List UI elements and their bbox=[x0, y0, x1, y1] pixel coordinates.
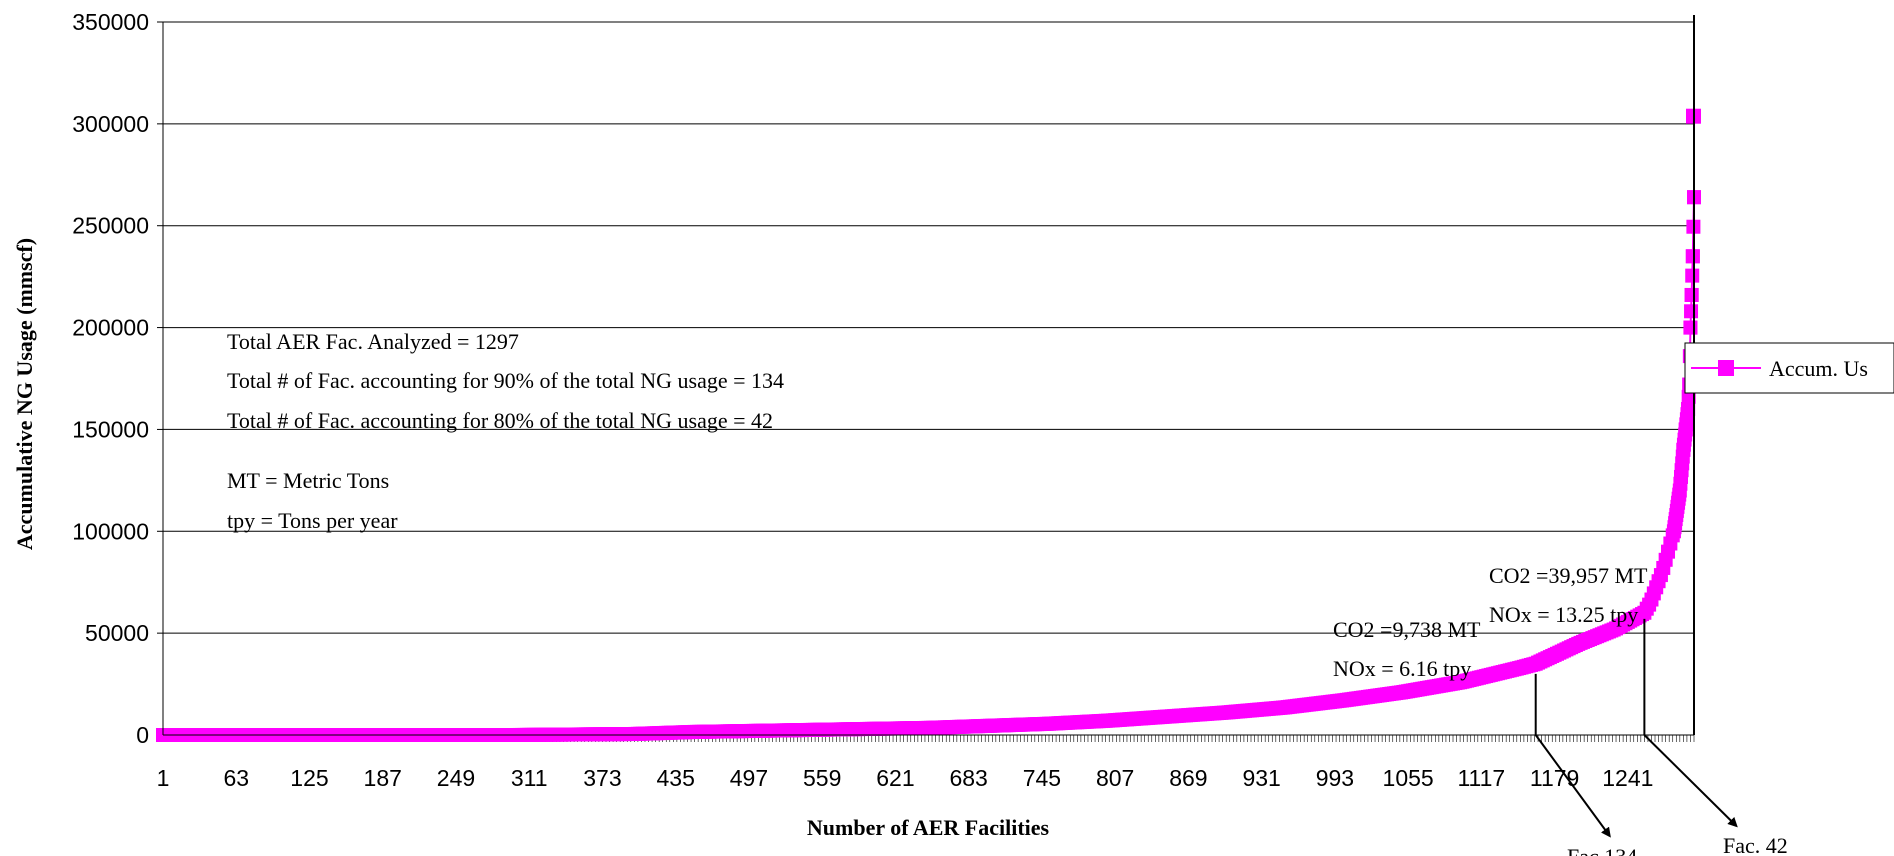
x-tick-label: 497 bbox=[730, 765, 768, 791]
y-tick-label: 0 bbox=[136, 722, 149, 748]
x-axis-ticks: 1 63 125 187 249 311 373 435 497 559 621 683 745 807 8… bbox=[157, 735, 1695, 791]
x-tick-label: 683 bbox=[949, 765, 987, 791]
x-tick-label: 1241 bbox=[1602, 765, 1653, 791]
callout-arrow bbox=[1643, 734, 1738, 828]
info-total-analyzed: Total AER Fac. Analyzed = 1297 bbox=[227, 329, 519, 354]
x-axis-title: Number of AER Facilities bbox=[807, 815, 1050, 840]
legend-marker bbox=[1718, 360, 1734, 376]
data-point bbox=[1683, 320, 1698, 335]
y-tick-label: 300000 bbox=[72, 111, 149, 137]
x-tick-label: 931 bbox=[1242, 765, 1280, 791]
x-tick-label: 1 bbox=[157, 765, 170, 791]
info-annotation: Total AER Fac. Analyzed = 1297 Total # o… bbox=[227, 329, 784, 533]
x-tick-label: 1179 bbox=[1530, 765, 1579, 791]
data-point bbox=[1678, 422, 1693, 437]
x-tick-label: 435 bbox=[657, 765, 695, 791]
y-tick-label: 250000 bbox=[72, 213, 149, 239]
legend-label: Accum. Us bbox=[1769, 356, 1868, 381]
x-tick-label: 559 bbox=[803, 765, 841, 791]
callout-fac-134: CO2 =9,738 MT NOx = 6.16 tpy Fac 134 bbox=[1333, 617, 1637, 856]
x-tick-label: 621 bbox=[876, 765, 914, 791]
x-tick-label: 807 bbox=[1096, 765, 1134, 791]
callout-leader-lines bbox=[1534, 618, 1738, 838]
x-tick-label: 993 bbox=[1316, 765, 1354, 791]
x-tick-label: 1117 bbox=[1457, 765, 1505, 791]
x-tick-label: 869 bbox=[1169, 765, 1207, 791]
series-accum-usage bbox=[156, 108, 1701, 742]
data-point bbox=[1676, 442, 1691, 457]
callout-134-co2: CO2 =9,738 MT bbox=[1333, 617, 1481, 642]
data-point bbox=[1684, 304, 1699, 319]
data-point bbox=[1685, 249, 1700, 264]
y-axis-title: Accumulative NG Usage (mmscf) bbox=[12, 238, 37, 550]
callout-arrow bbox=[1534, 734, 1611, 838]
x-tick-label: 311 bbox=[511, 765, 548, 791]
x-tick-label: 125 bbox=[290, 765, 328, 791]
callout-42-label: Fac. 42 bbox=[1723, 833, 1788, 856]
callout-42-nox: NOx = 13.25 tpy bbox=[1489, 602, 1638, 627]
x-tick-label: 373 bbox=[583, 765, 621, 791]
y-axis-ticks: 0 50000 100000 150000 200000 250000 300000 3500… bbox=[72, 9, 163, 748]
y-tick-label: 50000 bbox=[85, 620, 149, 646]
x-tick-label: 249 bbox=[437, 765, 475, 791]
x-tick-label: 63 bbox=[223, 765, 249, 791]
y-tick-label: 350000 bbox=[72, 9, 149, 35]
y-tick-label: 100000 bbox=[72, 518, 149, 544]
data-point bbox=[1681, 402, 1696, 417]
legend: Accum. Us bbox=[1684, 342, 1894, 394]
callout-42-co2: CO2 =39,957 MT bbox=[1489, 563, 1648, 588]
callout-134-nox: NOx = 6.16 tpy bbox=[1333, 656, 1471, 681]
info-mt-definition: MT = Metric Tons bbox=[227, 468, 389, 493]
info-tpy-definition: tpy = Tons per year bbox=[227, 508, 398, 533]
data-point bbox=[1685, 268, 1700, 283]
info-90pct: Total # of Fac. accounting for 90% of th… bbox=[227, 368, 784, 393]
callout-fac-42: CO2 =39,957 MT NOx = 13.25 tpy Fac. 42 bbox=[1489, 563, 1788, 856]
data-point bbox=[1684, 287, 1699, 302]
info-80pct: Total # of Fac. accounting for 80% of th… bbox=[227, 408, 773, 433]
x-tick-label: 745 bbox=[1023, 765, 1061, 791]
x-tick-label: 1055 bbox=[1383, 765, 1434, 791]
y-tick-label: 150000 bbox=[72, 416, 149, 442]
x-tick-label: 187 bbox=[364, 765, 402, 791]
y-tick-label: 200000 bbox=[72, 315, 149, 341]
callout-134-label: Fac 134 bbox=[1567, 844, 1637, 856]
gridlines bbox=[163, 21, 1694, 634]
